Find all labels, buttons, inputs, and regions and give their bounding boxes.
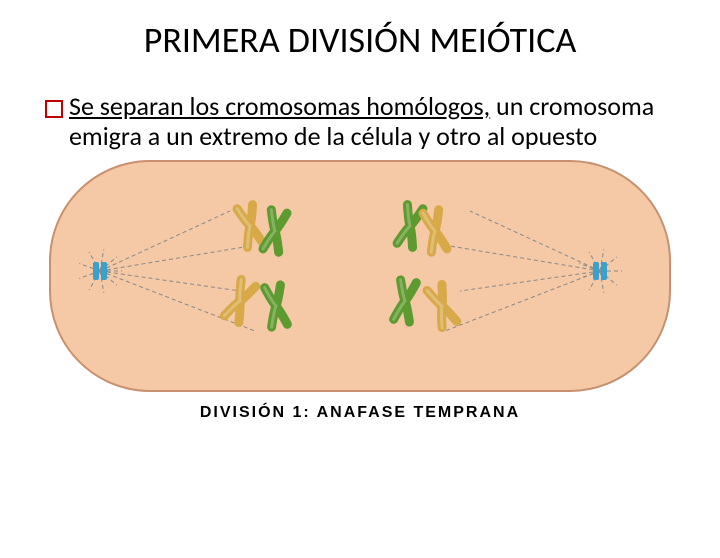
bullet-text: Se separan los cromosomas homólogos, un …: [69, 92, 675, 152]
bullet-marker: [45, 100, 63, 118]
diagram-caption: DIVISIÓN 1: ANAFASE TEMPRANA: [40, 404, 680, 422]
bullet-underlined: Se separan los cromosomas homólogos,: [69, 90, 490, 122]
cell-diagram: DIVISIÓN 1: ANAFASE TEMPRANA: [40, 156, 680, 422]
page-title: PRIMERA DIVISIÓN MEIÓTICA: [0, 18, 720, 62]
cell-svg: [40, 156, 680, 396]
bullet-item: Se separan los cromosomas homólogos, un …: [45, 92, 675, 152]
